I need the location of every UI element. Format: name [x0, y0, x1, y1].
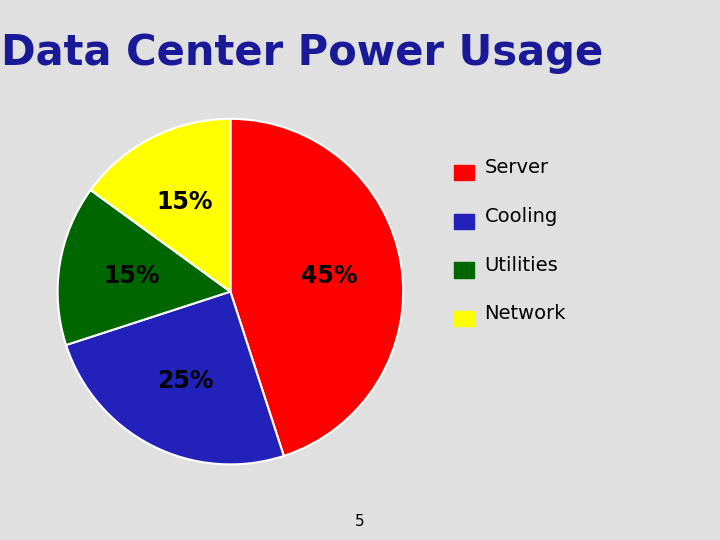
Text: Data Center Power Usage: Data Center Power Usage	[1, 32, 603, 75]
Wedge shape	[66, 292, 284, 464]
Text: 45%: 45%	[301, 264, 358, 288]
Wedge shape	[58, 190, 230, 345]
Text: Server: Server	[485, 158, 549, 178]
Wedge shape	[91, 119, 230, 292]
Text: 25%: 25%	[157, 369, 213, 393]
Text: 15%: 15%	[103, 264, 160, 288]
Text: 5: 5	[355, 514, 365, 529]
Text: Utilities: Utilities	[485, 255, 558, 275]
Text: Network: Network	[485, 304, 566, 323]
Text: 15%: 15%	[157, 190, 213, 214]
Wedge shape	[230, 119, 403, 456]
Text: Cooling: Cooling	[485, 207, 558, 226]
